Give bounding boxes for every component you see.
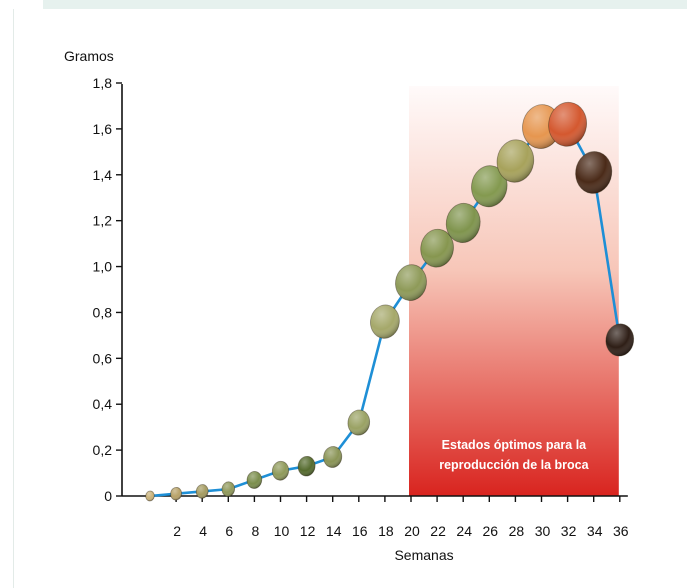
annotation-line-1: Estados óptimos para la	[442, 438, 588, 452]
x-tick-label: 24	[456, 523, 472, 539]
region-annotation: Estados óptimos para la reproducción de …	[439, 438, 589, 472]
data-point-bean	[496, 139, 535, 183]
data-point-bean	[605, 323, 635, 357]
data-point-bean	[170, 486, 182, 501]
x-tick-label: 30	[535, 523, 551, 539]
bean-shading	[575, 151, 612, 194]
data-point-bean	[271, 460, 290, 481]
y-axis-title: Gramos	[64, 48, 114, 64]
bean-shading	[497, 139, 534, 183]
x-tick-label: 10	[274, 523, 290, 539]
bean-shading	[247, 471, 262, 489]
x-tick-label: 8	[252, 523, 260, 539]
y-tick-label: 0,4	[93, 396, 113, 412]
bean-shading	[370, 304, 400, 339]
x-tick-label: 20	[404, 523, 420, 539]
bean-shading	[446, 203, 481, 243]
data-point-bean	[395, 264, 427, 301]
data-point-bean	[420, 228, 454, 268]
bean-shading	[323, 446, 342, 468]
x-tick-label: 16	[352, 523, 368, 539]
y-tick-label: 0	[104, 488, 112, 504]
data-point-bean	[370, 304, 400, 339]
bean-shading	[196, 484, 209, 499]
bean-shading	[605, 323, 634, 357]
data-point-bean	[575, 151, 613, 194]
bean-shading	[298, 456, 316, 476]
x-tick-label: 32	[561, 523, 577, 539]
data-point-bean	[221, 481, 236, 497]
y-tick-label: 0,2	[93, 442, 113, 458]
bean-shading	[221, 481, 235, 497]
bean-shading	[347, 410, 370, 436]
bean-shading	[420, 229, 454, 268]
x-tick-label: 26	[483, 523, 499, 539]
data-point-bean	[297, 455, 316, 477]
x-axis-title: Semanas	[394, 547, 453, 563]
x-tick-label: 12	[300, 523, 316, 539]
bean-shading	[170, 487, 182, 501]
bean-shading	[471, 165, 508, 207]
data-point-bean	[347, 409, 371, 436]
x-tick-label: 36	[613, 523, 629, 539]
y-tick-label: 0,6	[93, 350, 113, 366]
y-tick-label: 0,8	[93, 304, 113, 320]
x-tick-label: 34	[587, 523, 603, 539]
data-point-bean	[195, 484, 209, 499]
bean-shading	[395, 264, 427, 301]
y-tick-label: 1,0	[93, 259, 113, 275]
y-axis-ticks: 0 0,2 0,4 0,6 0,8 1,0 1,2 1,4 1,6 1,8	[93, 75, 122, 504]
x-tick-label: 22	[430, 523, 446, 539]
x-axis-ticks: 2 4 6 8 10 12 14 16 18 20 22 24 26 28 30 32 34 36	[173, 496, 629, 539]
bean-shading	[145, 491, 155, 501]
x-tick-label: 28	[509, 523, 525, 539]
x-tick-label: 4	[199, 523, 207, 539]
data-point-bean	[246, 471, 263, 489]
y-tick-label: 1,6	[93, 121, 113, 137]
bean-shading	[548, 102, 587, 147]
x-tick-label: 2	[173, 523, 181, 539]
top-band	[43, 0, 687, 9]
data-point-bean	[548, 101, 587, 147]
data-point-bean	[471, 165, 508, 208]
y-tick-label: 1,2	[93, 213, 113, 229]
data-point-bean	[323, 446, 343, 468]
bean-shading	[272, 461, 289, 481]
y-tick-label: 1,8	[93, 75, 113, 91]
annotation-line-2: reproducción de la broca	[439, 458, 589, 472]
bean-markers	[145, 101, 635, 502]
y-tick-label: 1,4	[93, 167, 113, 183]
x-tick-label: 6	[225, 523, 233, 539]
data-point-bean	[145, 490, 155, 502]
x-tick-label: 14	[326, 523, 342, 539]
x-tick-label: 18	[378, 523, 394, 539]
data-point-bean	[445, 202, 481, 243]
